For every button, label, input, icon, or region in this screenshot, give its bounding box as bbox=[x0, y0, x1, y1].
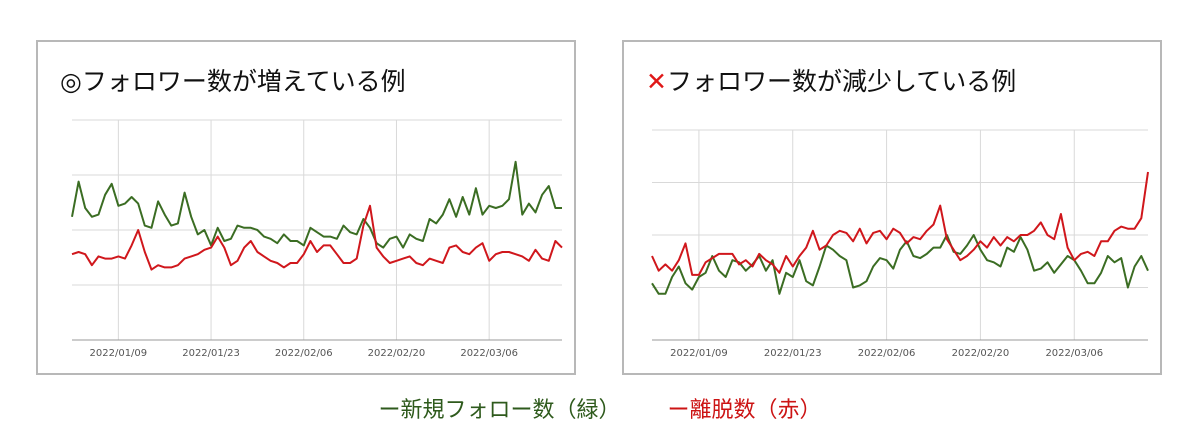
x-tick-label: 2022/03/06 bbox=[460, 348, 518, 359]
x-tick-label: 2022/02/06 bbox=[858, 348, 916, 359]
series-line-green bbox=[71, 160, 562, 249]
chart-panel-right: ✕フォロワー数が減少している例 2022/01/09 2022/01/23 2022… bbox=[622, 40, 1162, 375]
series-line-red bbox=[71, 204, 563, 271]
x-tick-label: 2022/02/20 bbox=[952, 348, 1010, 359]
line-chart-right: 2022/01/09 2022/01/23 2022/02/06 2022/02/20… bbox=[651, 129, 1149, 359]
x-tick-label: 2022/02/20 bbox=[368, 348, 426, 359]
x-tick-label: 2022/01/23 bbox=[764, 348, 822, 359]
chart-title-left: ◎フォロワー数が増えている例 bbox=[60, 62, 406, 98]
title-mark-left: ◎ bbox=[60, 67, 82, 96]
x-tick-label: 2022/02/06 bbox=[275, 348, 333, 359]
legend: ー新規フォロー数（緑） ー離脱数（赤） bbox=[0, 392, 1200, 424]
title-text-right: フォロワー数が減少している例 bbox=[666, 67, 1017, 96]
x-tick-label: 2022/03/06 bbox=[1045, 348, 1103, 359]
line-chart-left: 2022/01/09 2022/01/23 2022/02/06 2022/02/20… bbox=[71, 119, 563, 359]
series-line-red bbox=[651, 171, 1149, 276]
chart-title-right: ✕フォロワー数が減少している例 bbox=[646, 62, 1016, 98]
legend-item-new-follows: ー新規フォロー数（緑） bbox=[378, 398, 621, 423]
title-text-left: フォロワー数が増えている例 bbox=[81, 67, 406, 96]
x-tick-label: 2022/01/09 bbox=[670, 348, 728, 359]
title-mark-right: ✕ bbox=[646, 67, 667, 96]
x-tick-label: 2022/01/23 bbox=[182, 348, 240, 359]
series-line-green bbox=[651, 234, 1149, 295]
legend-item-unfollows: ー離脱数（赤） bbox=[667, 398, 822, 423]
chart-panel-left: ◎フォロワー数が増えている例 2022/01/09 2022/01/23 2022/… bbox=[36, 40, 576, 375]
x-tick-label: 2022/01/09 bbox=[90, 348, 148, 359]
